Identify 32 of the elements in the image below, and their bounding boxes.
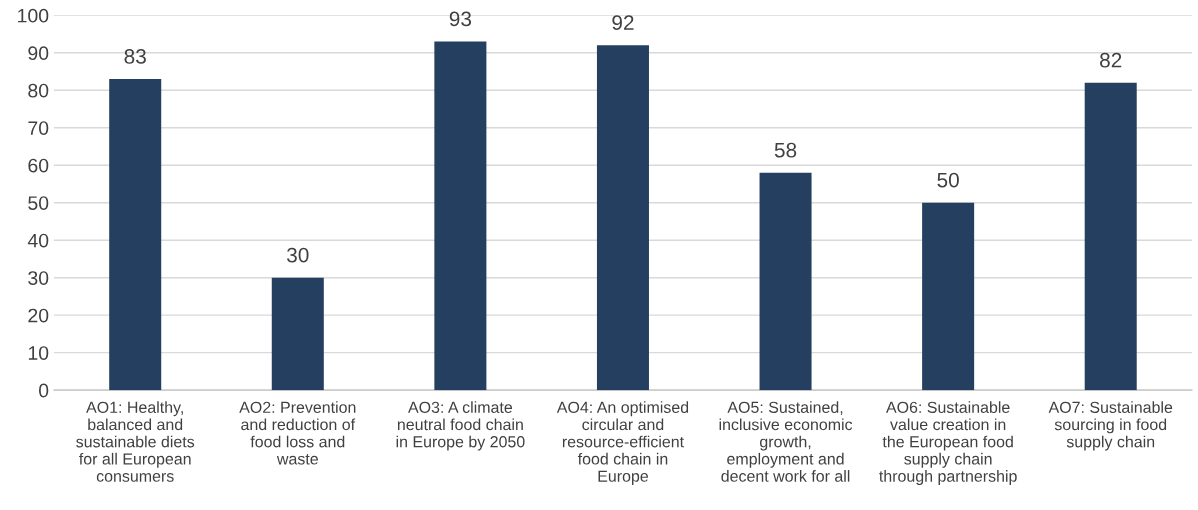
bar <box>596 45 649 391</box>
data-label: 83 <box>124 49 146 64</box>
data-label: 93 <box>449 11 472 27</box>
bar <box>759 172 812 391</box>
data-label: 58 <box>774 142 797 158</box>
x-tick-label: AO3: A climate neutral food chain in Europe by 2050 <box>396 401 525 451</box>
x-tick-label: AO7: Sustainable sourcing in food supply chain <box>1048 401 1173 451</box>
data-label: 30 <box>287 247 309 263</box>
y-tick-label: 40 <box>27 233 49 248</box>
bar <box>922 202 975 391</box>
bar <box>271 277 324 391</box>
y-tick-label: 80 <box>28 83 49 98</box>
data-label: 82 <box>1100 52 1122 68</box>
x-tick-label: AO1: Healthy, balanced and sustainable diets for all European consumers <box>76 401 195 482</box>
y-tick-label: 0 <box>39 383 49 398</box>
y-tick-label: 90 <box>28 46 49 61</box>
y-tick-label: 60 <box>28 158 49 173</box>
y-tick-label: 10 <box>28 346 49 360</box>
y-tick-label: 20 <box>28 308 49 323</box>
x-tick-label: AO6: Sustainable value creation in the European food supply chain through partnership <box>879 401 1017 485</box>
bar <box>434 41 487 391</box>
bar <box>1084 82 1137 391</box>
bar <box>109 79 162 391</box>
data-label: 50 <box>937 172 959 188</box>
x-tick-label: AO2: Prevention and reduction of food loss and waste <box>239 401 356 465</box>
y-tick-label: 50 <box>28 196 49 210</box>
y-tick-label: 30 <box>28 271 49 285</box>
y-tick-label: 70 <box>28 121 49 135</box>
data-label: 92 <box>612 15 634 31</box>
y-tick-label: 100 <box>18 8 49 23</box>
x-tick-label: AO5: Sustained, inclusive economic growth, employment and decent work for all <box>719 401 853 482</box>
x-tick-label: AO4: An optimised circular and resource-efficient food chain in Europe <box>556 401 689 485</box>
